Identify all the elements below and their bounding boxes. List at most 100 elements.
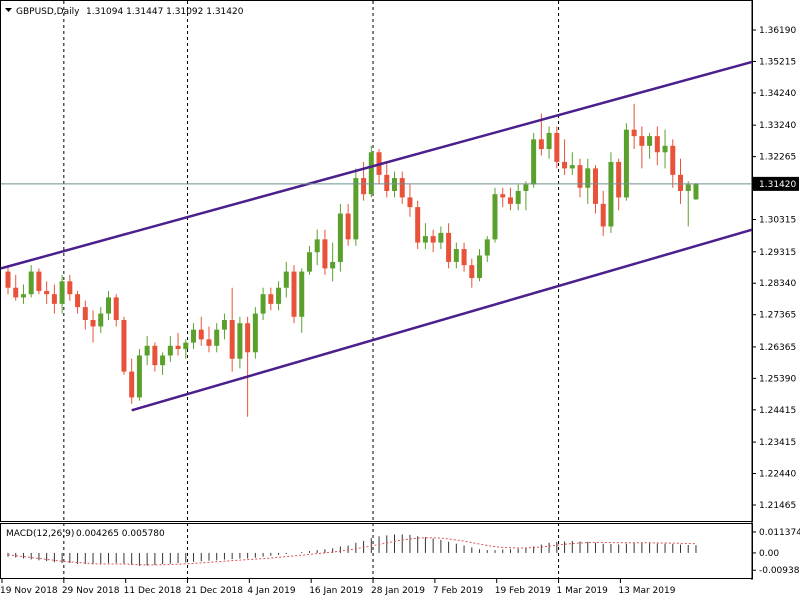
candle-bull — [28, 271, 34, 295]
candle-bear — [577, 165, 583, 188]
current-price-line: 1.31420 — [1, 176, 799, 191]
price-tick-label: 1.32265 — [759, 153, 796, 163]
candle-bull — [252, 313, 258, 353]
candle-bull — [283, 271, 289, 288]
candle-bull — [515, 190, 521, 204]
price-tick-label: 1.35215 — [759, 57, 796, 67]
candle-bear — [399, 178, 405, 198]
candle-bull — [59, 281, 65, 304]
time-tick-label: 21 Dec 2018 — [186, 586, 244, 596]
symbol-label: GBPUSD,Daily — [16, 7, 80, 17]
time-tick-label: 28 Jan 2019 — [371, 586, 425, 596]
candle-bull — [477, 255, 483, 279]
candle-bull — [144, 345, 150, 356]
main-chart-frame — [0, 0, 753, 522]
candle-bull — [167, 345, 173, 356]
price-tick-label: 1.33240 — [759, 121, 796, 131]
candle-bear — [51, 294, 57, 304]
candle-bear — [206, 339, 212, 346]
price-tick-label: 1.23415 — [759, 438, 796, 448]
time-tick-label: 1 Mar 2019 — [557, 586, 609, 596]
candle-bear — [121, 320, 127, 372]
candle-bear — [44, 290, 50, 295]
price-tick-label: 1.22440 — [759, 470, 796, 480]
candle-bear — [36, 271, 42, 291]
candle-bear — [129, 371, 135, 398]
candle-bull — [693, 183, 699, 200]
time-tick-label: 7 Feb 2019 — [433, 586, 484, 596]
candle-bear — [430, 236, 436, 243]
candle-bull — [98, 313, 104, 327]
price-tick-label: 1.28340 — [759, 279, 796, 289]
time-tick-label: 4 Jan 2019 — [247, 586, 295, 596]
candle-bear — [600, 203, 606, 227]
candle-bull — [623, 129, 629, 198]
candle-bull — [221, 320, 227, 330]
candle-bull — [368, 152, 374, 195]
candle-bull — [306, 252, 312, 272]
macd-tick-label: 0.00 — [759, 549, 779, 559]
macd-indicator — [7, 534, 697, 566]
candle-bear — [562, 161, 568, 169]
candle-bull — [160, 355, 166, 366]
candle-bear — [469, 265, 475, 279]
candle-bull — [523, 184, 529, 191]
candle-bull — [20, 294, 26, 298]
time-axis: 19 Nov 2018 29 Nov 2018 11 Dec 2018 21 Dec … — [0, 579, 676, 596]
candle-bear — [678, 174, 684, 191]
candle-bear — [152, 345, 158, 366]
price-tick-label: 1.27365 — [759, 311, 796, 321]
price-tick-label: 1.34240 — [759, 89, 796, 99]
candle-bull — [484, 239, 490, 256]
macd-signal-line — [7, 537, 696, 566]
candle-bear — [13, 287, 19, 298]
candle-bear — [500, 194, 506, 198]
candle-bear — [198, 329, 204, 340]
candle-bear — [616, 161, 622, 198]
candle-bear — [361, 178, 367, 195]
candle-bear — [415, 207, 421, 243]
candle-bull — [314, 239, 320, 253]
candle-bear — [407, 197, 413, 208]
candle-bear — [291, 271, 297, 317]
candle-bull — [453, 249, 459, 262]
candle-bull — [647, 136, 653, 146]
candle-bull — [237, 323, 243, 359]
candle-bear — [113, 297, 119, 320]
macd-axis: 0.011374 0.00 -0.00938 — [752, 528, 800, 576]
candle-bear — [90, 320, 96, 327]
candle-bull — [422, 236, 428, 243]
price-tick-label: 1.30315 — [759, 216, 796, 226]
candle-bear — [384, 174, 390, 191]
current-price-label: 1.31420 — [759, 180, 796, 190]
candle-bear — [631, 129, 637, 137]
candle-bear — [538, 139, 544, 150]
candle-bear — [245, 323, 251, 353]
candle-bull — [608, 161, 614, 227]
channel-line-lower — [131, 228, 753, 412]
candle-bear — [654, 136, 660, 153]
candle-bear — [75, 294, 81, 308]
price-tick-label: 1.26365 — [759, 343, 796, 353]
candle-bear — [175, 345, 181, 350]
channel-line-upper — [0, 60, 753, 270]
time-tick-label: 19 Feb 2019 — [495, 586, 551, 596]
candle-bull — [662, 145, 668, 153]
candle-bear — [670, 145, 676, 175]
time-tick-label: 16 Jan 2019 — [309, 586, 363, 596]
candle-bull — [337, 213, 343, 262]
chevron-down-icon[interactable] — [5, 8, 12, 12]
candle-bull — [531, 139, 537, 185]
candle-bear — [461, 249, 467, 266]
candle-bear — [82, 307, 88, 320]
ohlc-label: 1.31094 1.31447 1.31092 1.31420 — [86, 7, 244, 17]
candle-bull — [214, 329, 220, 346]
macd-panel-frame — [0, 523, 753, 579]
price-tick-label: 1.21465 — [759, 501, 796, 511]
candle-bull — [438, 232, 444, 243]
candle-bull — [569, 165, 575, 169]
price-tick-label: 1.24415 — [759, 406, 796, 416]
macd-values: 0.004265 0.005780 — [76, 529, 165, 539]
candle-bear — [446, 232, 452, 262]
